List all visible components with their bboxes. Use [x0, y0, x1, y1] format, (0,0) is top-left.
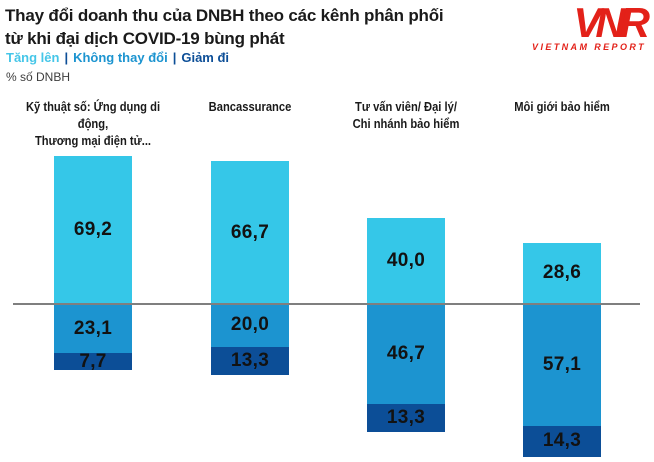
bar-value-label: 7,7 — [79, 350, 107, 372]
legend-item-increase: Tăng lên — [6, 50, 60, 65]
category-label: Bancassurance — [208, 99, 292, 114]
bar-value-label: 28,6 — [542, 262, 582, 284]
bar-segment-no-change: 57,1 — [523, 304, 601, 427]
bar-segment-no-change: 20,0 — [211, 304, 289, 347]
bar-segment-decrease: 13,3 — [211, 346, 289, 376]
legend: Tăng lên | Không thay đổi | Giảm đi — [6, 50, 229, 65]
bar-value-label: 40,0 — [386, 250, 426, 272]
bar-segment-no-change: 23,1 — [54, 304, 132, 354]
bar-segment-increase: 28,6 — [523, 242, 601, 304]
legend-item-decrease: Giảm đi — [181, 50, 230, 65]
bar-value-label: 14,3 — [542, 430, 582, 452]
bar-segment-increase: 40,0 — [367, 218, 445, 304]
bar-segment-decrease: 14,3 — [523, 426, 601, 457]
chart-title-line1: Thay đổi doanh thu của DNBH theo các kên… — [5, 6, 444, 25]
bar-segment-decrease: 7,7 — [54, 351, 132, 372]
vnr-logo: VNR VIETNAM REPORT — [532, 0, 650, 52]
zero-baseline — [13, 303, 640, 305]
chart-title-line2: từ khi đại dịch COVID-19 bùng phát — [5, 29, 285, 48]
bar-value-label: 13,3 — [386, 407, 426, 429]
bar-segment-increase: 66,7 — [211, 161, 289, 304]
vnr-logo-wordmark: VIETNAM REPORT — [532, 42, 646, 52]
axis-unit-label: % số DNBH — [6, 70, 71, 84]
category-label: Tư vấn viên/ Đại lý/Chi nhánh bảo hiểm — [352, 99, 460, 131]
category-label: Môi giới bảo hiểm — [514, 99, 610, 114]
bar-value-label: 66,7 — [230, 221, 270, 243]
bar-value-label: 20,0 — [230, 314, 270, 336]
bar-segment-decrease: 13,3 — [367, 403, 445, 433]
legend-item-no-change: Không thay đổi — [73, 50, 168, 65]
bar-value-label: 46,7 — [386, 342, 426, 364]
bar-value-label: 23,1 — [73, 317, 113, 339]
bar-value-label: 57,1 — [542, 354, 582, 376]
category-label: Kỹ thuật số: Ứng dụng di động, Thương mại… — [25, 99, 161, 148]
bar-value-label: 13,3 — [230, 350, 270, 372]
bar-segment-increase: 69,2 — [54, 155, 132, 304]
chart-title: Thay đổi doanh thu của DNBH theo các kên… — [5, 4, 444, 50]
bar-value-label: 69,2 — [73, 218, 113, 240]
legend-separator: | — [172, 50, 177, 65]
bar-segment-no-change: 46,7 — [367, 304, 445, 404]
vnr-logo-mark: VNR — [573, 0, 650, 46]
legend-separator: | — [64, 50, 69, 65]
